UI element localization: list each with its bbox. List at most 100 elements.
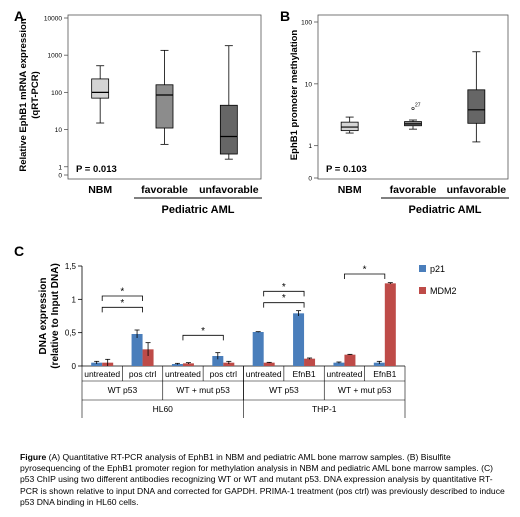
c-bar-p21-6 [333, 362, 345, 366]
panel-b-boxes: 27 [340, 51, 486, 143]
panel-c-significance: ****** [101, 265, 386, 341]
c-bar-p21-2 [171, 364, 183, 366]
b-outlier-label: 27 [415, 102, 421, 108]
c-bar-MDM2-5 [304, 358, 316, 366]
c-legend-label-MDM2: MDM2 [430, 286, 457, 296]
a-category-favorable: favorable [141, 184, 188, 196]
b-ytick-label-0: 100 [301, 20, 312, 27]
b-box-favorable: 27 [404, 102, 422, 130]
a-ytick-label-3: 10 [55, 127, 63, 134]
c-sig-bracket-3 [263, 290, 305, 297]
panel-b-categories: NBM favorable unfavorable [338, 184, 507, 196]
c-ytick-label-1: 0,5 [65, 329, 77, 338]
c-bar-MDM2-1 [142, 349, 154, 366]
c-group-3: WT + mut p53 [338, 385, 392, 395]
c-group-2: WT p53 [269, 385, 299, 395]
a-box-NBM [91, 65, 110, 124]
panel-c-ylabel2: (relative to Input DNA) [50, 263, 61, 369]
c-sig-star-4: * [282, 293, 286, 304]
caption-text: (A) Quantitative RT-PCR analysis of EphB… [20, 452, 505, 507]
panel-a-boxes [91, 45, 238, 160]
c-cellline-1: THP-1 [312, 404, 337, 414]
c-bar-MDM2-4 [263, 362, 275, 366]
panel-c-yaxis: 0 0,5 1 1,5 [65, 262, 405, 371]
c-ytick-label-3: 1,5 [65, 262, 77, 271]
c-bar-p21-7 [373, 362, 385, 366]
a-box-unfavorable [219, 45, 238, 160]
c-group-1: WT + mut p53 [176, 385, 230, 395]
panel-a-boxplot: A Relative EphB1 mRNA expression (qRT-PC… [14, 8, 262, 216]
c-sig-star-0: * [120, 287, 124, 298]
b-box-iqr [340, 121, 359, 132]
a-box-iqr [155, 84, 174, 129]
c-sig-bracket-0 [101, 295, 143, 301]
a-ytick-label-2: 100 [51, 90, 62, 97]
a-ytick-label-5: 0 [58, 173, 62, 180]
panel-a-ylabel-line1: Relative EphB1 mRNA expression [18, 18, 29, 171]
panel-c-bars [91, 282, 396, 366]
panel-c-legend: p21 MDM2 [419, 264, 457, 296]
panel-b-ylabel: EphB1 promoter methylation [289, 30, 300, 161]
c-sig-star-1: * [120, 298, 124, 309]
b-box-iqr [467, 89, 486, 124]
c-category-6: untreated [326, 369, 362, 379]
c-sig-bracket-4 [263, 302, 305, 308]
c-sig-bracket-1 [101, 306, 143, 313]
a-ytick-label-1: 1000 [48, 53, 63, 60]
b-category-unfavorable: unfavorable [447, 184, 507, 196]
c-bar-MDM2-2 [182, 363, 194, 366]
c-bar-MDM2-7 [384, 283, 396, 366]
panel-b-group-label: Pediatric AML [409, 204, 482, 216]
panel-b-plot-frame [317, 14, 509, 180]
c-category-7: EfnB1 [373, 369, 396, 379]
a-box-iqr [219, 104, 238, 155]
c-category-0: untreated [84, 369, 120, 379]
c-bar-p21-0 [91, 362, 103, 366]
c-sig-star-5: * [363, 265, 367, 276]
c-bar-MDM2-3 [223, 362, 235, 366]
c-sig-bracket-2 [182, 334, 224, 341]
panel-a-pvalue: P = 0.013 [76, 164, 117, 175]
b-outlier [411, 106, 415, 110]
c-sig-star-2: * [201, 326, 205, 337]
c-bar-p21-3 [212, 356, 224, 366]
b-category-favorable: favorable [390, 184, 437, 196]
a-ytick-label-4: 1 [58, 164, 62, 171]
a-box-favorable [155, 49, 174, 145]
c-legend-swatch-MDM2 [419, 287, 426, 294]
c-bar-p21-5 [293, 313, 305, 366]
c-category-4: untreated [246, 369, 282, 379]
c-category-3: pos ctrl [210, 369, 238, 379]
c-cellline-0: HL60 [153, 404, 174, 414]
panel-c-ylabel: DNA expression [38, 278, 49, 355]
a-box-iqr [91, 78, 110, 99]
c-bar-MDM2-6 [344, 354, 356, 366]
figure-caption: Figure (A) Quantitative RT-PCR analysis … [20, 452, 508, 508]
panel-c-xaxis-table: untreated pos ctrl untreated pos ctrl untrea… [81, 366, 406, 418]
b-ytick-label-1: 10 [305, 81, 313, 88]
panel-a-categories: NBM favorable unfavorable [88, 184, 259, 196]
c-ytick-label-0: 0 [72, 362, 77, 371]
c-bar-p21-4 [252, 332, 264, 366]
caption-lead: Figure [20, 452, 47, 462]
a-ytick-label-0: 10000 [44, 16, 62, 23]
c-sig-bracket-5 [344, 273, 386, 279]
panel-b-pvalue: P = 0.103 [326, 164, 367, 175]
b-category-NBM: NBM [338, 184, 362, 196]
panel-a-group-label: Pediatric AML [162, 204, 235, 216]
b-ytick-label-2: 1 [308, 143, 312, 150]
panel-a-plot-frame [67, 14, 262, 180]
panel-c-label: C [14, 243, 24, 259]
a-category-unfavorable: unfavorable [199, 184, 259, 196]
panel-c-barchart: C DNA expression (relative to Input DNA)… [14, 243, 457, 418]
c-sig-star-3: * [282, 282, 286, 293]
b-box-NBM [340, 116, 359, 134]
a-category-NBM: NBM [88, 184, 112, 196]
panel-b-label: B [280, 8, 290, 24]
b-ytick-label-3: 0 [308, 176, 312, 183]
panel-a-ylabel-line2: (qRT-PCR) [30, 71, 41, 119]
c-group-0: WT p53 [108, 385, 138, 395]
